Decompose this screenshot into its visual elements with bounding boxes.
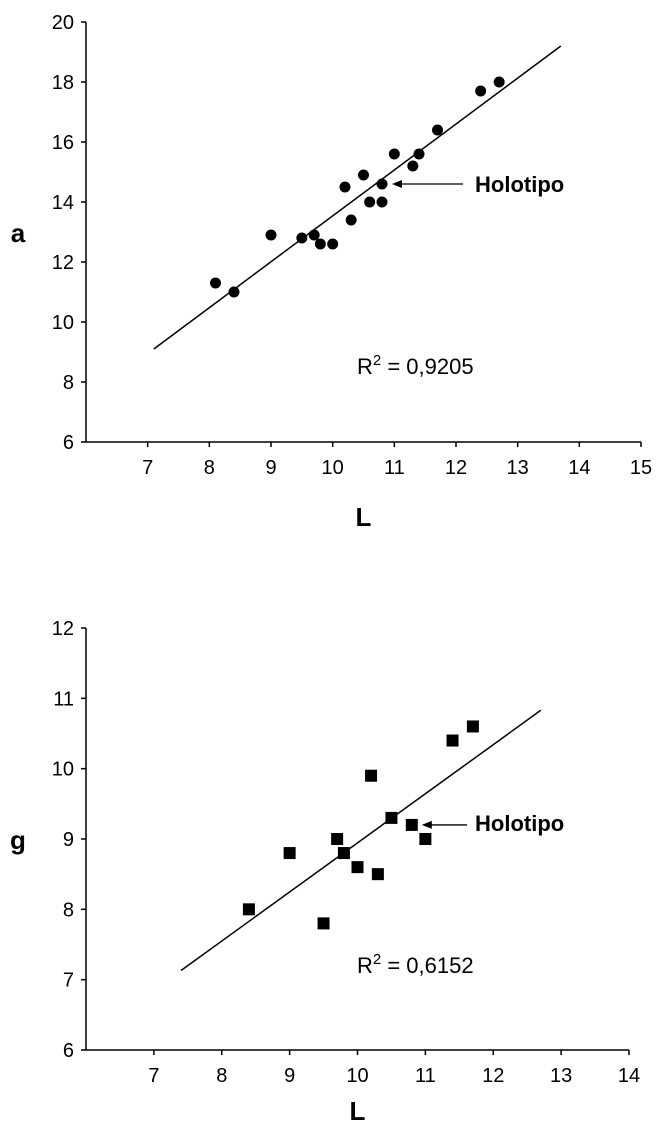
y-tick-label: 11 <box>53 688 74 710</box>
x-tick-label: 7 <box>142 457 153 479</box>
data-point <box>405 818 418 831</box>
x-tick-label: 9 <box>265 457 276 479</box>
x-tick-label: 11 <box>384 457 405 479</box>
x-axis-title: L <box>350 1096 366 1126</box>
data-point <box>296 232 308 244</box>
x-tick-label: 12 <box>482 1065 504 1087</box>
y-tick-label: 8 <box>63 372 74 394</box>
data-point <box>228 286 240 298</box>
r-squared-prefix: R <box>357 354 373 379</box>
trendline <box>180 709 542 972</box>
chart-1: 6 8 10 12 14 16 18 20 7 8 9 10 11 12 13 14 15 a L Holotipo R… <box>11 12 652 532</box>
y-tick-label: 12 <box>52 618 74 640</box>
data-point <box>475 85 487 97</box>
r-squared-label: R2 = 0,9205 <box>357 352 474 379</box>
x-tick-label: 13 <box>507 457 529 479</box>
chart-2: 6 7 8 9 10 11 12 7 8 9 10 11 12 13 14 g L Holotipo R2 = 0,… <box>10 618 640 1126</box>
data-point <box>407 160 419 172</box>
data-point <box>365 769 378 782</box>
x-tick-label: 9 <box>284 1065 295 1087</box>
y-axis-title: a <box>11 218 26 248</box>
x-tick-label: 14 <box>618 1065 640 1087</box>
arrowhead-icon <box>392 180 402 188</box>
data-point <box>345 214 357 226</box>
y-tick-label: 16 <box>52 132 74 154</box>
data-point <box>371 868 384 881</box>
r-squared-exponent: 2 <box>373 951 381 968</box>
arrowhead-icon <box>421 820 432 829</box>
data-point <box>242 903 255 916</box>
r-squared-prefix: R <box>357 953 373 978</box>
y-tick-label: 20 <box>52 12 74 34</box>
data-point <box>339 181 351 193</box>
data-point <box>376 196 388 208</box>
data-point <box>413 148 425 160</box>
data-point <box>337 847 350 860</box>
data-point <box>317 917 330 930</box>
x-tick-label: 11 <box>415 1065 436 1087</box>
y-tick-label: 6 <box>63 1040 74 1062</box>
trendline <box>153 45 562 350</box>
y-tick-label: 6 <box>63 432 74 454</box>
data-point <box>364 196 376 208</box>
annotation-label: Holotipo <box>475 172 564 197</box>
data-point <box>331 833 344 845</box>
r-squared-value: = 0,6152 <box>381 953 473 978</box>
x-tick-label: 10 <box>346 1065 368 1087</box>
y-axis-title: g <box>10 825 26 855</box>
y-tick-label: 12 <box>52 252 74 274</box>
x-tick-label: 10 <box>322 457 344 479</box>
data-point <box>493 76 505 88</box>
y-tick-label: 7 <box>63 970 74 992</box>
y-tick-label: 10 <box>52 312 74 334</box>
annotation-label: Holotipo <box>475 811 564 836</box>
data-point <box>432 124 443 136</box>
x-tick-label: 8 <box>204 457 215 479</box>
x-tick-label: 14 <box>568 457 590 479</box>
x-tick-label: 8 <box>216 1065 227 1087</box>
x-tick-label: 15 <box>630 457 652 479</box>
data-point <box>385 811 398 824</box>
y-tick-label: 10 <box>52 759 74 781</box>
data-point <box>376 178 388 190</box>
r-squared-label: R2 = 0,6152 <box>357 951 474 978</box>
y-tick-label: 18 <box>52 72 74 94</box>
data-point <box>308 229 320 241</box>
data-point <box>327 238 339 250</box>
data-point <box>358 169 369 181</box>
x-axis-title: L <box>356 502 372 532</box>
data-point <box>351 861 364 874</box>
data-point <box>210 277 221 289</box>
x-tick-label: 13 <box>550 1065 572 1087</box>
data-point <box>314 238 326 250</box>
data-point <box>265 229 277 241</box>
x-tick-label: 12 <box>445 457 467 479</box>
data-point <box>466 720 479 733</box>
r-squared-exponent: 2 <box>373 352 381 369</box>
data-point <box>388 148 400 160</box>
data-point <box>446 734 459 747</box>
x-tick-label: 7 <box>148 1065 159 1087</box>
data-point <box>283 847 296 860</box>
r-squared-value: = 0,9205 <box>381 354 473 379</box>
y-tick-label: 9 <box>63 829 74 851</box>
y-tick-label: 14 <box>52 192 74 214</box>
y-tick-label: 8 <box>63 899 74 921</box>
data-point <box>419 833 432 845</box>
